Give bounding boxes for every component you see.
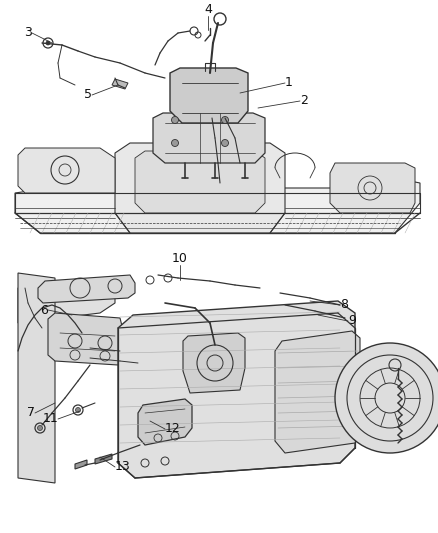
Polygon shape xyxy=(38,275,135,303)
Text: 12: 12 xyxy=(165,423,181,435)
Text: 11: 11 xyxy=(42,413,58,425)
Polygon shape xyxy=(18,278,115,323)
Circle shape xyxy=(172,140,179,147)
Polygon shape xyxy=(183,333,245,393)
Circle shape xyxy=(335,343,438,453)
Text: 8: 8 xyxy=(340,298,348,311)
Polygon shape xyxy=(135,151,265,213)
Text: 2: 2 xyxy=(300,94,308,108)
Circle shape xyxy=(46,41,50,45)
Polygon shape xyxy=(15,178,420,233)
Polygon shape xyxy=(170,68,248,123)
Circle shape xyxy=(222,117,229,124)
Text: 6: 6 xyxy=(40,303,48,317)
Polygon shape xyxy=(95,454,112,464)
Text: 1: 1 xyxy=(285,77,293,90)
Text: 3: 3 xyxy=(24,27,32,39)
Polygon shape xyxy=(275,331,360,453)
Polygon shape xyxy=(48,313,125,365)
Text: 5: 5 xyxy=(84,88,92,101)
Text: 9: 9 xyxy=(348,314,356,327)
Polygon shape xyxy=(153,113,265,163)
Circle shape xyxy=(75,408,81,413)
Text: 10: 10 xyxy=(172,252,188,265)
Polygon shape xyxy=(75,460,87,469)
Text: 4: 4 xyxy=(204,3,212,16)
Polygon shape xyxy=(118,301,355,478)
Circle shape xyxy=(172,117,179,124)
Polygon shape xyxy=(112,79,128,89)
Polygon shape xyxy=(115,143,285,233)
Text: 13: 13 xyxy=(115,461,131,473)
Circle shape xyxy=(38,425,42,431)
Text: 7: 7 xyxy=(27,407,35,419)
Polygon shape xyxy=(138,399,192,445)
Polygon shape xyxy=(18,148,115,193)
Polygon shape xyxy=(330,163,415,213)
Polygon shape xyxy=(18,273,55,483)
Circle shape xyxy=(222,140,229,147)
